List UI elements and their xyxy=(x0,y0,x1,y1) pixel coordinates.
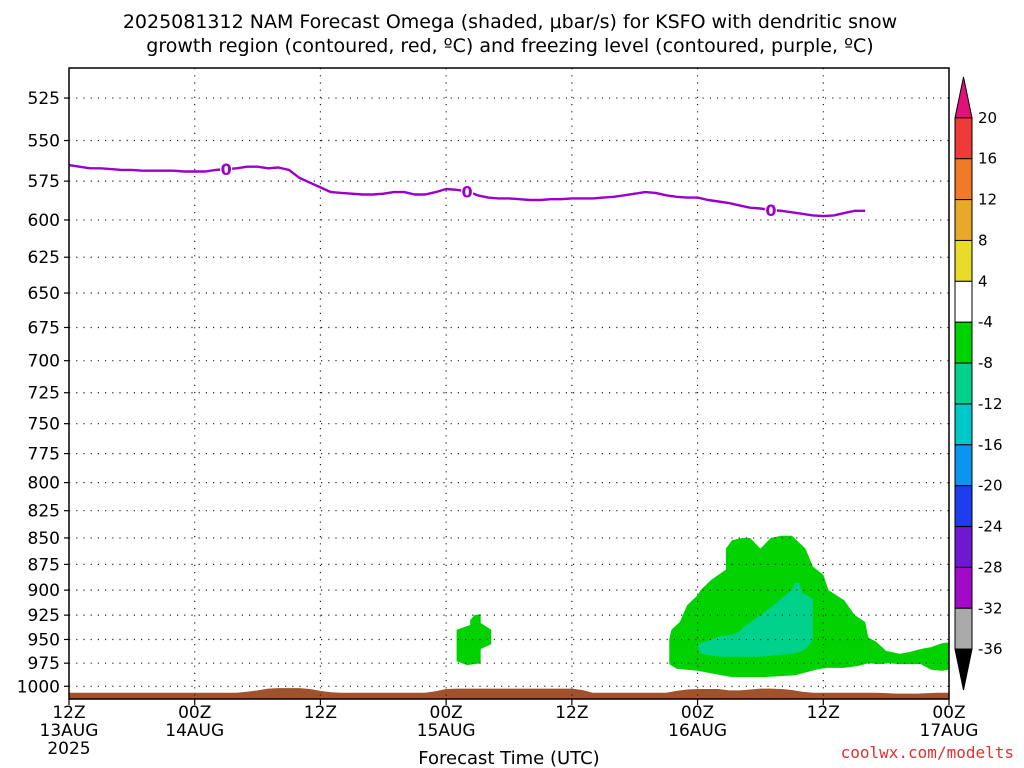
x-tick-label-top-5: 00Z xyxy=(681,703,714,723)
omega-colorbar: 20 16 12 8 4 -4 -8 -12 -16 -20 -24 -28 -32 -36 xyxy=(954,76,1003,691)
colorbar-swatch-2 xyxy=(954,158,973,201)
x-tick-label-mid-3: 15AUG xyxy=(417,721,476,741)
colorbar-label-0: 20 xyxy=(978,109,997,127)
y-tick-label-925: 925 xyxy=(28,606,60,626)
x-tick-label-mid-7: 17AUG xyxy=(920,721,979,741)
x-tick-label-top-0: 12Z xyxy=(52,703,85,723)
x-tick-label-mid-1: 14AUG xyxy=(165,721,224,741)
freezing-level-label-2: 0 xyxy=(765,201,776,220)
colorbar-swatch-12 xyxy=(954,566,973,609)
credit-link[interactable]: coolwx.com/modelts xyxy=(841,743,1014,762)
colorbar-swatch-7 xyxy=(954,362,973,405)
colorbar-label-10: -24 xyxy=(978,518,1003,536)
colorbar-label-1: 16 xyxy=(978,150,997,168)
colorbar-swatch-8 xyxy=(954,403,973,446)
y-tick-label-975: 975 xyxy=(28,654,60,674)
colorbar-label-8: -16 xyxy=(978,436,1003,454)
colorbar-label-2: 12 xyxy=(978,191,997,209)
omega-shading xyxy=(456,535,949,678)
colorbar-swatch-4 xyxy=(954,239,973,282)
freezing-label-bg-2 xyxy=(764,202,777,219)
y-tick-label-950: 950 xyxy=(28,630,60,650)
surface-terrain xyxy=(69,688,949,699)
y-tick-label-750: 750 xyxy=(28,415,60,435)
y-tick-label-725: 725 xyxy=(28,384,60,404)
grid-lines xyxy=(69,68,949,699)
chart-title-line-1: 2025081312 NAM Forecast Omega (shaded, μ… xyxy=(123,11,897,33)
colorbar-label-7: -12 xyxy=(978,395,1003,413)
colorbar-label-13: -36 xyxy=(978,640,1003,658)
x-tick-label-top-4: 12Z xyxy=(555,703,588,723)
y-tick-label-525: 525 xyxy=(28,89,60,109)
colorbar-swatch-11 xyxy=(954,526,973,568)
omega-region-2 xyxy=(697,583,813,657)
y-tick-label-825: 825 xyxy=(28,502,60,522)
colorbar-swatch-14 xyxy=(954,648,973,691)
y-tick-label-875: 875 xyxy=(28,555,60,575)
freezing-label-bg-0 xyxy=(220,161,233,178)
y-tick-label-600: 600 xyxy=(28,211,60,231)
colorbar-label-12: -32 xyxy=(978,599,1003,617)
colorbar-swatch-3 xyxy=(954,199,973,241)
y-tick-label-1000: 1000 xyxy=(17,677,60,697)
colorbar-swatch-9 xyxy=(954,444,973,487)
y-tick-label-850: 850 xyxy=(28,529,60,549)
y-tick-label-625: 625 xyxy=(28,248,60,268)
x-tick-label-top-3: 00Z xyxy=(430,703,463,723)
x-tick-label-top-2: 12Z xyxy=(304,703,337,723)
y-tick-label-575: 575 xyxy=(28,172,60,192)
x-tick-label-bottom-0: 2025 xyxy=(47,739,90,759)
chart-title-line-2: growth region (contoured, red, ºC) and f… xyxy=(146,35,873,57)
colorbar-swatch-5 xyxy=(954,280,973,323)
y-tick-label-800: 800 xyxy=(28,474,60,494)
colorbar-label-5: -4 xyxy=(978,313,993,331)
freezing-level-contour: 0 0 0 xyxy=(68,160,866,220)
y-tick-label-550: 550 xyxy=(28,132,60,152)
y-tick-label-775: 775 xyxy=(28,445,60,465)
x-tick-label-top-6: 12Z xyxy=(807,703,840,723)
y-tick-label-650: 650 xyxy=(28,284,60,304)
freezing-label-bg-1 xyxy=(461,183,474,200)
colorbar-swatch-0 xyxy=(954,76,973,119)
colorbar-label-6: -8 xyxy=(978,354,993,372)
colorbar-swatch-6 xyxy=(954,321,973,364)
x-tick-label-top-1: 00Z xyxy=(178,703,211,723)
x-axis-label: Forecast Time (UTC) xyxy=(418,748,599,768)
y-tick-label-675: 675 xyxy=(28,318,60,338)
x-tick-label-mid-5: 16AUG xyxy=(668,721,727,741)
colorbar-swatch-10 xyxy=(954,485,973,528)
colorbar-label-3: 8 xyxy=(978,231,988,249)
colorbar-swatch-1 xyxy=(954,117,973,160)
x-tick-label-mid-0: 13AUG xyxy=(40,721,99,741)
x-tick-label-top-7: 00Z xyxy=(932,703,965,723)
y-tick-label-700: 700 xyxy=(28,352,60,372)
omega-region-0 xyxy=(456,614,492,666)
freezing-level-label-1: 0 xyxy=(462,182,473,201)
plot-frame xyxy=(68,67,950,700)
colorbar-label-4: 4 xyxy=(978,272,988,290)
surface-terrain-fill xyxy=(69,688,949,699)
freezing-level-label-0: 0 xyxy=(221,160,232,179)
y-tick-label-900: 900 xyxy=(28,581,60,601)
colorbar-label-11: -28 xyxy=(978,558,1003,576)
pressure-axis: 525 550 575 600 625 650 675 700 725 750 775 800 825 8… xyxy=(17,89,69,697)
colorbar-label-9: -20 xyxy=(978,477,1003,495)
colorbar-swatch-13 xyxy=(954,607,973,650)
